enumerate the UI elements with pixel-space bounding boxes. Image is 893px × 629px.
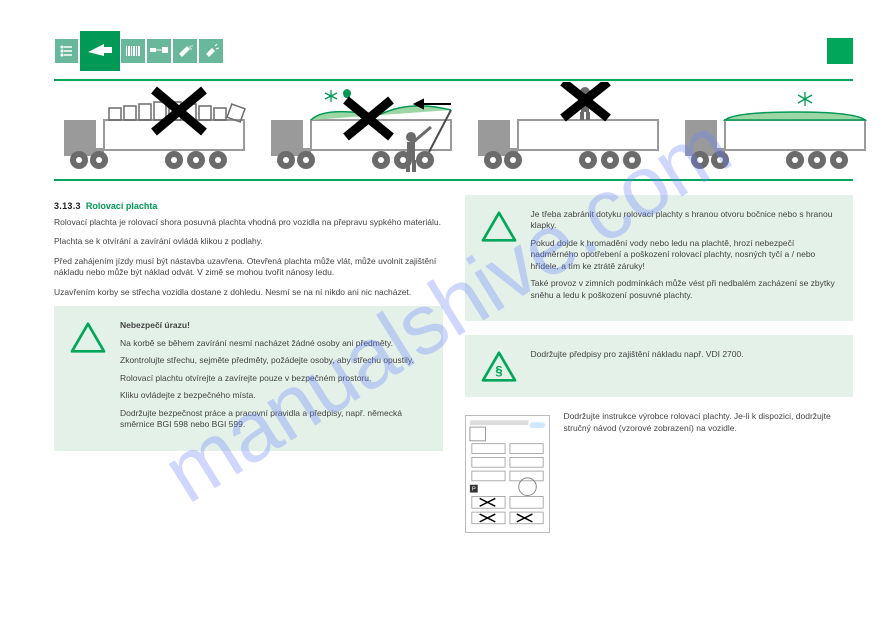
quickguide-text: Dodržujte instrukce výrobce rolovací pla… bbox=[564, 411, 854, 434]
corner-accent bbox=[827, 38, 853, 64]
truck-diagram-row bbox=[54, 82, 853, 176]
truck-closing-diagram bbox=[261, 82, 456, 176]
danger-line-2: Zkontrolujte střechu, sejměte předměty, … bbox=[120, 355, 425, 366]
truck-person-roof-diagram bbox=[468, 82, 663, 176]
wear-line-2: Pokud dojde k hromadění vody nebo ledu n… bbox=[531, 238, 836, 272]
quickguide-note: P Dodržujte instrukce výrobce rolovací p… bbox=[465, 411, 854, 533]
wear-line-1: Je třeba zabránit dotyku rolovací placht… bbox=[531, 209, 836, 232]
section-heading: 3.13.3 Rolovací plachta bbox=[54, 201, 443, 211]
regulation-callout: § Dodržujte předpisy pro zajištění nákla… bbox=[465, 335, 854, 397]
right-column: Je třeba zabránit dotyku rolovací placht… bbox=[465, 195, 854, 533]
warning-triangle-icon bbox=[70, 322, 106, 354]
diagram-bottom-rule bbox=[54, 179, 853, 181]
nav-barcode-icon[interactable] bbox=[120, 38, 146, 64]
content-columns: 3.13.3 Rolovací plachta Rolovací plachta… bbox=[54, 195, 853, 533]
nav-spray-icon[interactable] bbox=[172, 38, 198, 64]
nav-toolbar bbox=[54, 38, 224, 73]
paragraph-triangle-icon: § bbox=[481, 351, 517, 383]
nav-hand-icon[interactable] bbox=[78, 29, 122, 73]
nav-hitch-icon[interactable] bbox=[146, 38, 172, 64]
section-number: 3.13.3 bbox=[54, 201, 81, 211]
diagram-top-rule bbox=[54, 79, 853, 81]
truck-closed-diagram bbox=[675, 82, 870, 176]
regulation-text: Dodržujte předpisy pro zajištění nákladu… bbox=[531, 349, 836, 360]
quickguide-thumbnail: P bbox=[465, 415, 550, 533]
left-p1: Rolovací plachta je rolovací shora posuv… bbox=[54, 217, 443, 228]
danger-line-1: Na korbě se během zavírání nesmí nacháze… bbox=[120, 338, 425, 349]
danger-line-4: Kliku ovládejte z bezpečného místa. bbox=[120, 390, 425, 401]
left-p3: Před zahájením jízdy musí být nástavba u… bbox=[54, 256, 443, 279]
danger-callout: Nebezpečí úrazu! Na korbě se během zavír… bbox=[54, 306, 443, 450]
truck-overload-diagram bbox=[54, 82, 249, 176]
nav-list-icon[interactable] bbox=[54, 38, 80, 64]
svg-text:§: § bbox=[495, 363, 502, 378]
nav-flashlight-icon[interactable] bbox=[198, 38, 224, 64]
svg-text:P: P bbox=[471, 487, 475, 493]
left-p4: Uzavřením korby se střecha vozidla dosta… bbox=[54, 287, 443, 298]
danger-title: Nebezpečí úrazu! bbox=[120, 320, 425, 331]
left-column: 3.13.3 Rolovací plachta Rolovací plachta… bbox=[54, 195, 443, 533]
left-p2: Plachta se k otvírání a zavírání ovládá … bbox=[54, 236, 443, 247]
warning-triangle-icon bbox=[481, 211, 517, 243]
section-title: Rolovací plachta bbox=[86, 201, 158, 211]
wear-callout: Je třeba zabránit dotyku rolovací placht… bbox=[465, 195, 854, 321]
danger-line-3: Rolovací plachtu otvírejte a zavírejte p… bbox=[120, 373, 425, 384]
wear-line-3: Také provoz v zimních podmínkách může vé… bbox=[531, 278, 836, 301]
danger-line-5: Dodržujte bezpečnost práce a pracovní pr… bbox=[120, 408, 425, 431]
